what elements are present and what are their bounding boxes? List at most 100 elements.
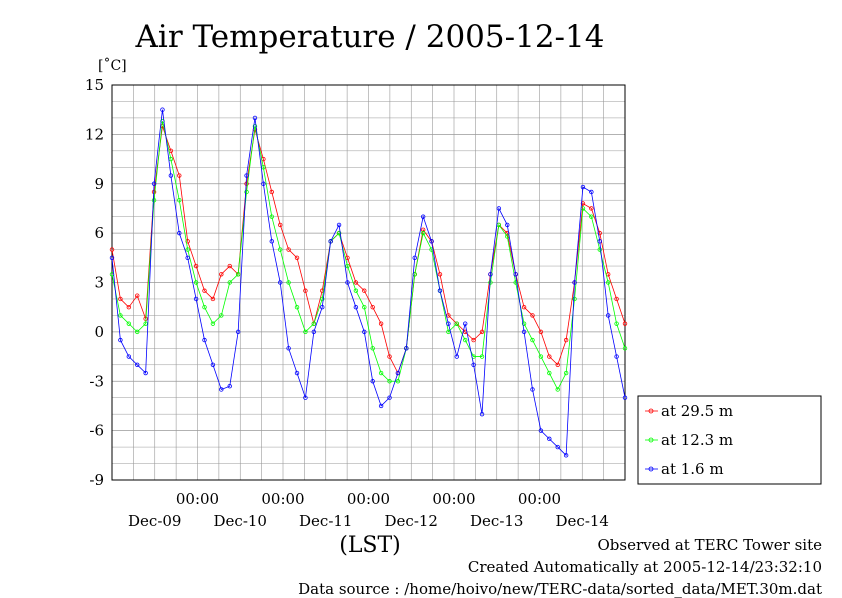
x-date-label: Dec-14 — [556, 512, 609, 530]
data-point — [387, 379, 392, 384]
data-point — [387, 395, 392, 400]
data-point — [479, 411, 485, 417]
data-point — [521, 304, 527, 310]
data-point — [286, 280, 291, 285]
data-point — [488, 272, 493, 277]
data-point — [235, 329, 241, 335]
data-point — [589, 189, 594, 195]
data-point — [109, 247, 115, 252]
tick-labels: 15 12 9 6 3 0 -3 -6 -9 00:00 00:00 00:00 00:00 00:00 D… — [85, 76, 609, 530]
y-tick-label: 15 — [85, 76, 104, 94]
data-point — [244, 189, 249, 195]
data-point — [135, 362, 140, 367]
data-point — [521, 329, 527, 335]
data-point — [463, 337, 468, 343]
data-point — [336, 222, 342, 228]
data-point — [202, 304, 207, 310]
data-point — [235, 272, 241, 277]
x-axis-label: (LST) — [339, 533, 401, 558]
data-point — [193, 296, 199, 302]
data-point — [294, 370, 300, 376]
data-point — [294, 255, 300, 261]
data-point — [530, 387, 535, 392]
data-point — [589, 206, 594, 211]
data-point — [219, 387, 224, 392]
data-point — [177, 173, 182, 178]
data-point — [202, 288, 207, 293]
data-point — [454, 321, 460, 326]
data-point — [563, 337, 569, 343]
data-point — [420, 214, 426, 219]
data-point — [336, 230, 342, 236]
data-point — [227, 263, 232, 269]
data-point — [538, 354, 544, 359]
data-point — [362, 329, 367, 335]
data-point — [303, 288, 308, 293]
data-point — [328, 239, 333, 244]
data-point — [151, 198, 157, 203]
data-point — [454, 354, 460, 359]
grid — [111, 84, 626, 481]
legend-swatch-marker — [648, 408, 654, 414]
x-time-label: 00:00 — [261, 490, 304, 508]
data-point — [547, 370, 552, 376]
x-date-label: Dec-11 — [299, 512, 352, 530]
data-point — [387, 354, 392, 359]
data-point — [345, 280, 350, 285]
data-point — [277, 222, 283, 228]
data-point — [135, 329, 140, 335]
series-3 — [109, 107, 628, 458]
data-point — [572, 296, 577, 302]
data-point — [126, 304, 132, 310]
data-point — [589, 214, 594, 219]
data-point — [538, 329, 544, 335]
data-point — [605, 280, 611, 285]
plot-frame — [111, 84, 626, 481]
data-point — [547, 354, 552, 359]
data-point — [303, 329, 308, 335]
data-point — [378, 370, 384, 376]
y-tick-label: 12 — [85, 125, 104, 143]
axes — [111, 84, 626, 481]
legend: at 29.5 m at 12.3 m at 1.6 m — [637, 395, 822, 485]
data-point — [378, 321, 384, 326]
footer-source: Data source : /home/hoivo/new/TERC-data/… — [298, 580, 822, 598]
data-point — [345, 263, 350, 269]
data-point — [126, 321, 132, 326]
legend-swatch-marker — [648, 466, 654, 472]
data-point — [135, 293, 140, 298]
data-point — [530, 337, 535, 343]
data-point — [597, 239, 602, 244]
data-point — [303, 395, 308, 400]
data-point — [227, 383, 232, 389]
data-point — [353, 304, 359, 310]
x-time-label: 00:00 — [347, 490, 390, 508]
data-point — [437, 288, 443, 293]
data-point — [370, 379, 375, 384]
data-point — [395, 370, 401, 376]
data-point — [177, 198, 182, 203]
data-point — [252, 123, 258, 129]
data-point — [471, 337, 476, 343]
data-point — [622, 321, 628, 326]
data-point — [479, 329, 485, 335]
data-point — [185, 255, 190, 261]
y-tick-label: -3 — [89, 372, 104, 390]
y-tick-label: -9 — [89, 471, 104, 489]
data-point — [202, 337, 207, 343]
data-point — [555, 362, 560, 367]
data-point — [320, 304, 325, 310]
data-point — [193, 280, 199, 285]
data-point — [412, 255, 417, 261]
data-point — [614, 296, 619, 302]
data-point — [597, 247, 602, 252]
data-point — [513, 280, 518, 285]
data-point — [353, 288, 359, 293]
data-point — [151, 181, 157, 186]
data-point — [177, 230, 182, 236]
data-point — [496, 206, 502, 211]
data-point — [311, 321, 317, 326]
legend-label: at 1.6 m — [661, 460, 724, 478]
data-point — [555, 444, 560, 450]
